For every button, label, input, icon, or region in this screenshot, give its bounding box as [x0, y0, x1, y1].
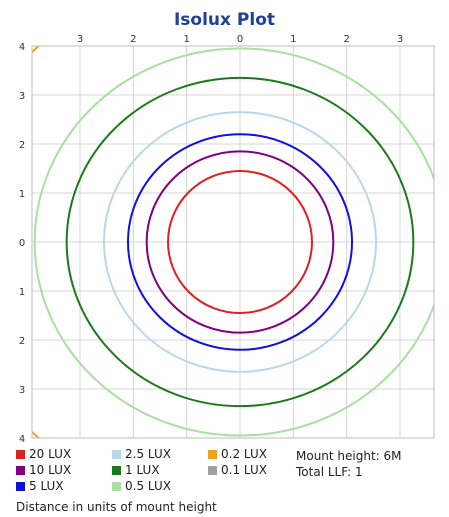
swatch-5-lux	[16, 481, 25, 491]
legend-item-0-2-lux: 0.2 LUX	[208, 447, 267, 461]
legend-item-0-1-lux: 0.1 LUX	[208, 463, 267, 477]
legend-item-0-5-lux: 0.5 LUX	[112, 479, 171, 493]
legend-label: 0.1 LUX	[221, 463, 267, 477]
swatch-0-5-lux	[112, 481, 121, 491]
y-tick-label: 1	[19, 287, 25, 298]
x-tick-label: 1	[290, 34, 296, 45]
contour-20-lux	[167, 169, 313, 315]
contour-10-lux	[145, 150, 335, 334]
legend-label: 20 LUX	[29, 447, 72, 461]
contour-2-5-lux	[103, 111, 377, 373]
mount-height: Mount height: 6M	[296, 449, 402, 463]
swatch-1-lux	[112, 465, 121, 475]
legend-label: 0.5 LUX	[125, 479, 171, 493]
footer-note: Distance in units of mount height	[16, 500, 217, 514]
legend-label: 10 LUX	[29, 463, 72, 477]
contour-1-lux	[65, 76, 415, 408]
total-llf: Total LLF: 1	[296, 465, 363, 479]
x-tick-label: 3	[77, 34, 83, 45]
legend: 20 LUX 10 LUX 5 LUX 2.5 LUX 1 LUX 0.5 LU…	[0, 447, 449, 517]
chart-title: Isolux Plot	[173, 10, 276, 30]
x-tick-label: 0	[237, 34, 243, 45]
legend-item-5-lux: 5 LUX	[16, 479, 64, 493]
swatch-2-5-lux	[112, 449, 121, 459]
contour-5-lux	[127, 133, 353, 351]
legend-label: 1 LUX	[125, 463, 160, 477]
swatch-10-lux	[16, 465, 25, 475]
contour-group	[32, 46, 434, 438]
legend-item-2-5-lux: 2.5 LUX	[112, 447, 171, 461]
contour-0-5-lux	[33, 47, 434, 437]
swatch-0-1-lux	[208, 465, 217, 475]
legend-item-1-lux: 1 LUX	[112, 463, 160, 477]
x-tick-label: 3	[397, 34, 403, 45]
swatch-20-lux	[16, 449, 25, 459]
swatch-0-2-lux	[208, 449, 217, 459]
legend-label: 2.5 LUX	[125, 447, 171, 461]
y-tick-label: 4	[19, 434, 25, 445]
y-tick-label: 3	[19, 385, 25, 396]
y-tick-label: 0	[19, 238, 25, 249]
legend-label: 5 LUX	[29, 479, 64, 493]
y-tick-label: 2	[19, 140, 25, 151]
plot-svg: 3 2 1 0 1 2 3 4 3 2 1 0 1 2 3 4	[19, 34, 435, 445]
x-tick-label: 2	[343, 34, 349, 45]
y-tick-label: 4	[19, 42, 25, 53]
y-tick-label: 1	[19, 189, 25, 200]
y-tick-label: 3	[19, 91, 25, 102]
y-tick-label: 2	[19, 336, 25, 347]
plot-frame	[31, 45, 435, 439]
x-tick-label: 1	[183, 34, 189, 45]
legend-item-20-lux: 20 LUX	[16, 447, 71, 461]
legend-label: 0.2 LUX	[221, 447, 267, 461]
legend-item-10-lux: 10 LUX	[16, 463, 71, 477]
x-tick-label: 2	[130, 34, 136, 45]
